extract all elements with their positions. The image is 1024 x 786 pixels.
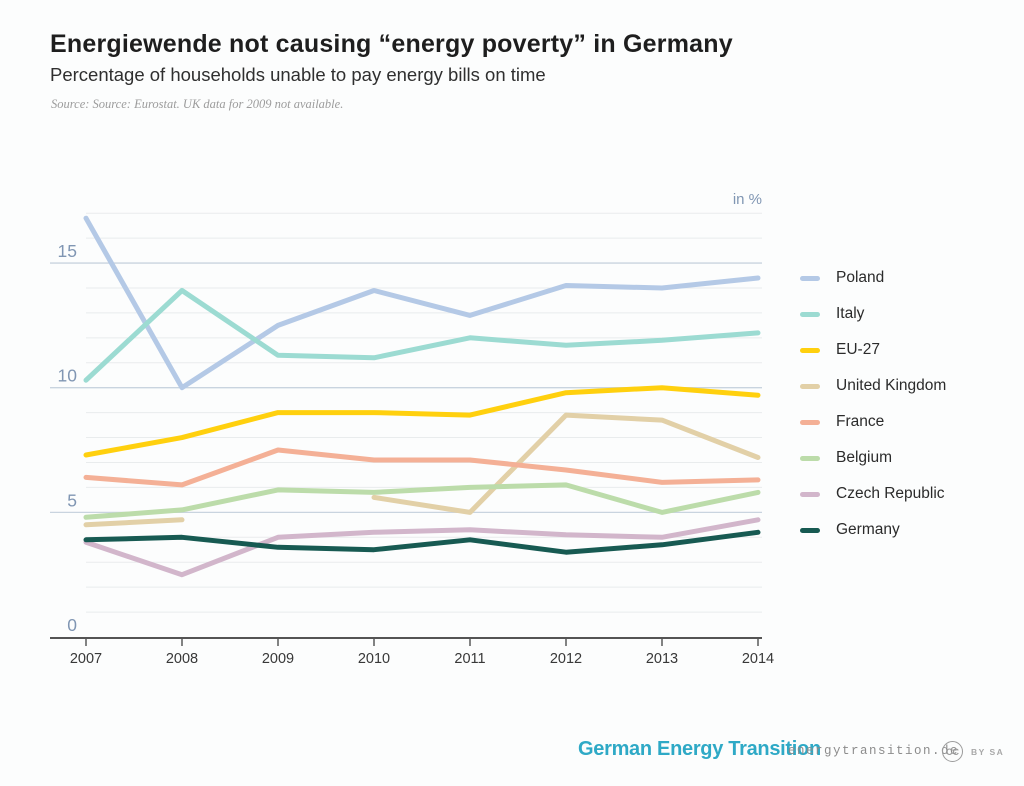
chart-title: Energiewende not causing “energy poverty… [50, 30, 733, 58]
legend-item-czech-republic: Czech Republic [800, 476, 1010, 512]
y-axis-value-label: 5 [67, 490, 77, 510]
x-axis-year-label: 2011 [454, 651, 485, 667]
legend: Poland Italy EU-27 United Kingdom France Belg… [800, 260, 1010, 548]
x-axis-year-label: 2007 [70, 651, 102, 667]
legend-swatch-eu-27 [800, 347, 820, 353]
legend-swatch-germany [800, 527, 820, 533]
legend-item-united-kingdom: United Kingdom [800, 368, 1010, 404]
x-axis-year-label: 2014 [742, 651, 774, 667]
y-axis-value-label: 10 [58, 366, 78, 386]
series-line-germany [83, 529, 761, 555]
series-line-france [83, 447, 761, 488]
source-note: Source: Source: Eurostat. UK data for 20… [51, 97, 344, 111]
y-axis-value-label: 15 [58, 241, 77, 261]
chart-subtitle: Percentage of households unable to pay e… [50, 64, 546, 85]
series-line-czech-republic [83, 517, 761, 578]
series-line-eu-27 [83, 385, 761, 458]
cc-license-badge: CC BY SA [942, 741, 1004, 762]
series-line-belgium [83, 482, 761, 520]
x-axis-year-label: 2012 [550, 651, 582, 667]
series-line-united-kingdom [83, 517, 185, 528]
legend-item-belgium: Belgium [800, 440, 1010, 476]
series-line-poland [83, 215, 761, 391]
legend-swatch-poland [800, 275, 820, 281]
x-axis-year-label: 2008 [166, 651, 198, 667]
legend-swatch-czech-republic [800, 491, 820, 497]
cc-icon: CC [942, 741, 963, 762]
y-axis-value-label: 0 [67, 615, 77, 635]
series-line-united-kingdom [371, 412, 761, 515]
legend-item-france: France [800, 404, 1010, 440]
legend-label-czech-republic: Czech Republic [836, 485, 945, 502]
legend-label-france: France [836, 413, 885, 430]
series-line-italy [83, 288, 761, 383]
legend-swatch-united-kingdom [800, 383, 820, 389]
legend-label-eu-27: EU-27 [836, 341, 880, 358]
x-axis-year-label: 2010 [358, 651, 390, 667]
legend-label-germany: Germany [836, 521, 900, 538]
legend-item-eu-27: EU-27 [800, 332, 1010, 368]
legend-label-belgium: Belgium [836, 449, 892, 466]
legend-swatch-belgium [800, 455, 820, 461]
legend-item-germany: Germany [800, 512, 1010, 548]
legend-swatch-italy [800, 311, 820, 317]
footer-logo: German Energy Transition [578, 738, 821, 760]
legend-label-united-kingdom: United Kingdom [836, 377, 947, 394]
footer-site-url: energytransition.de [788, 744, 960, 758]
legend-swatch-france [800, 419, 820, 425]
legend-item-italy: Italy [800, 296, 1010, 332]
x-axis-year-label: 2009 [262, 651, 294, 667]
legend-label-poland: Poland [836, 269, 885, 286]
legend-item-poland: Poland [800, 260, 1010, 296]
cc-terms-label: BY SA [971, 746, 1005, 757]
unit-label: in % [732, 191, 762, 208]
legend-label-italy: Italy [836, 305, 865, 322]
x-axis-year-label: 2013 [646, 651, 678, 667]
